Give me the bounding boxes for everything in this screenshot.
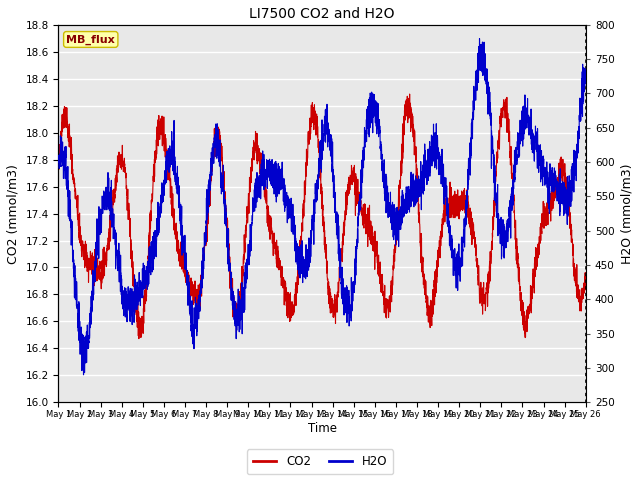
Text: MB_flux: MB_flux: [67, 35, 115, 45]
Legend: CO2, H2O: CO2, H2O: [247, 449, 393, 474]
X-axis label: Time: Time: [308, 421, 337, 435]
Title: LI7500 CO2 and H2O: LI7500 CO2 and H2O: [250, 7, 395, 21]
Y-axis label: H2O (mmol/m3): H2O (mmol/m3): [620, 163, 633, 264]
Y-axis label: CO2 (mmol/m3): CO2 (mmol/m3): [7, 164, 20, 264]
